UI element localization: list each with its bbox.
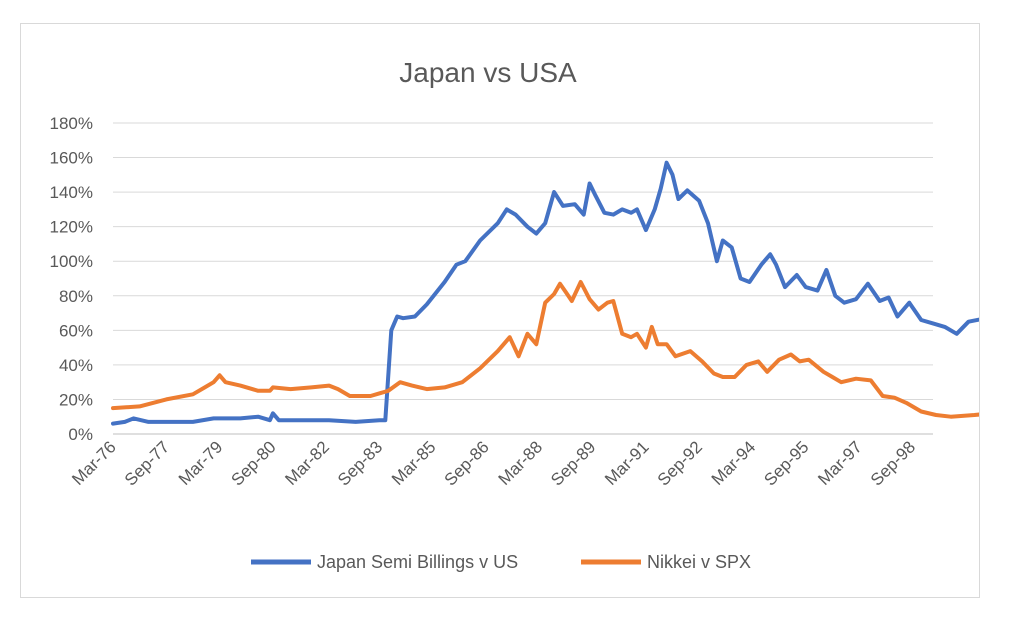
x-tick-label: Mar-97 [814, 437, 866, 489]
x-tick-label: Sep-95 [760, 437, 812, 489]
chart-area: Japan vs USA 0% 20% 40% 60% 80% 100% 120% 140% 1… [20, 23, 980, 598]
series-lines [111, 160, 979, 426]
series-line-japan-semi [111, 160, 979, 426]
y-tick-label: 80% [59, 287, 93, 306]
x-tick-label: Sep-89 [547, 437, 599, 489]
x-tick-label: Sep-77 [121, 437, 173, 489]
y-tick-label: 20% [59, 390, 93, 409]
x-tick-label: Mar-85 [388, 437, 440, 489]
x-tick-label: Mar-91 [601, 437, 653, 489]
x-tick-label: Sep-83 [334, 437, 386, 489]
x-tick-label: Sep-98 [867, 437, 919, 489]
legend-label-japan-semi: Japan Semi Billings v US [317, 552, 518, 572]
x-tick-label: Sep-86 [441, 437, 493, 489]
y-tick-label: 100% [50, 252, 93, 271]
y-tick-label: 120% [50, 218, 93, 237]
legend-label-nikkei: Nikkei v SPX [647, 552, 751, 572]
y-tick-label: 160% [50, 149, 93, 168]
y-tick-label: 180% [50, 114, 93, 133]
series-line-nikkei [111, 280, 979, 419]
legend: Japan Semi Billings v US Nikkei v SPX [251, 552, 751, 572]
y-tick-label: 60% [59, 321, 93, 340]
x-tick-label: Mar-76 [68, 437, 120, 489]
y-tick-label: 140% [50, 183, 93, 202]
x-tick-label: Mar-79 [175, 437, 227, 489]
x-tick-label: Mar-94 [708, 437, 760, 489]
chart-title: Japan vs USA [399, 57, 577, 88]
x-tick-label: Mar-82 [281, 437, 333, 489]
x-axis: Mar-76 Sep-77 Mar-79 Sep-80 Mar-82 Sep-83 Mar-… [68, 437, 919, 489]
y-tick-label: 40% [59, 356, 93, 375]
gridlines [113, 122, 933, 435]
x-tick-label: Sep-80 [227, 437, 279, 489]
x-tick-label: Mar-88 [495, 437, 547, 489]
y-axis: 0% 20% 40% 60% 80% 100% 120% 140% 160% 180% [50, 114, 93, 444]
line-chart: Japan vs USA 0% 20% 40% 60% 80% 100% 120% 140% 1… [50, 57, 979, 572]
y-tick-label: 0% [68, 425, 93, 444]
x-tick-label: Sep-92 [654, 437, 706, 489]
